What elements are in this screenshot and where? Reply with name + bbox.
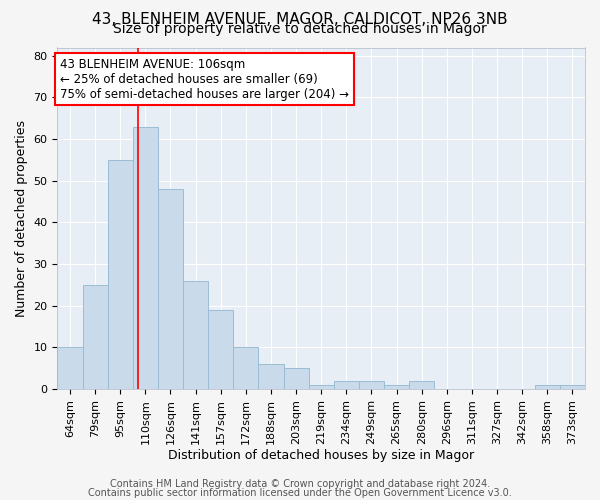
Text: Size of property relative to detached houses in Magor: Size of property relative to detached ho… bbox=[113, 22, 487, 36]
Bar bbox=[208, 310, 233, 389]
Bar bbox=[233, 348, 259, 389]
Bar bbox=[308, 385, 334, 389]
Bar bbox=[133, 126, 158, 389]
Bar bbox=[535, 385, 560, 389]
Bar bbox=[560, 385, 585, 389]
Bar bbox=[359, 381, 384, 389]
X-axis label: Distribution of detached houses by size in Magor: Distribution of detached houses by size … bbox=[168, 450, 474, 462]
Bar bbox=[259, 364, 284, 389]
Bar bbox=[284, 368, 308, 389]
Text: Contains HM Land Registry data © Crown copyright and database right 2024.: Contains HM Land Registry data © Crown c… bbox=[110, 479, 490, 489]
Bar bbox=[384, 385, 409, 389]
Bar bbox=[83, 285, 107, 389]
Text: 43, BLENHEIM AVENUE, MAGOR, CALDICOT, NP26 3NB: 43, BLENHEIM AVENUE, MAGOR, CALDICOT, NP… bbox=[92, 12, 508, 28]
Text: 43 BLENHEIM AVENUE: 106sqm
← 25% of detached houses are smaller (69)
75% of semi: 43 BLENHEIM AVENUE: 106sqm ← 25% of deta… bbox=[60, 58, 349, 100]
Bar bbox=[158, 189, 183, 389]
Bar bbox=[334, 381, 359, 389]
Bar bbox=[183, 281, 208, 389]
Bar bbox=[58, 348, 83, 389]
Bar bbox=[409, 381, 434, 389]
Bar bbox=[107, 160, 133, 389]
Text: Contains public sector information licensed under the Open Government Licence v3: Contains public sector information licen… bbox=[88, 488, 512, 498]
Y-axis label: Number of detached properties: Number of detached properties bbox=[15, 120, 28, 317]
